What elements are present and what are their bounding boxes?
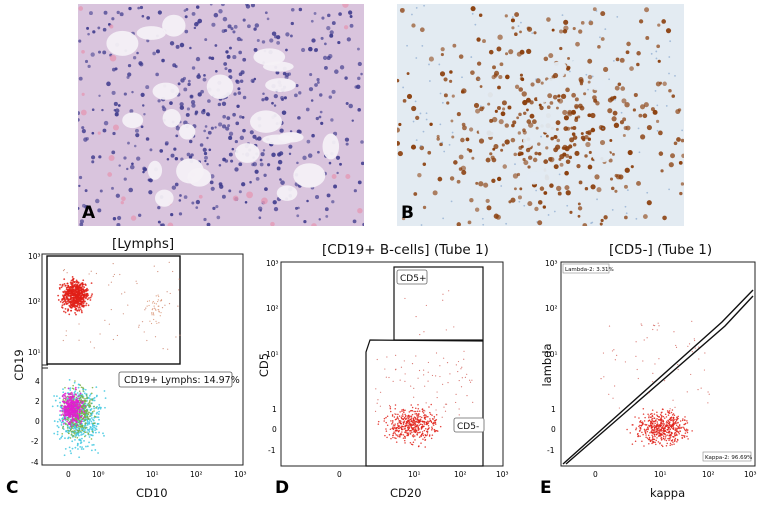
e-xtick-10: 10¹ [654, 470, 667, 479]
e-ytick-1000: 10³ [545, 259, 558, 268]
panel-c-axes [41, 253, 244, 466]
panel-c-title: [Lymphs] [112, 236, 175, 252]
d-xtick-1000: 10³ [496, 470, 509, 479]
panel-d-axes [280, 261, 504, 467]
panel-e-title: [CD5-] (Tube 1) [609, 242, 713, 258]
kappa-gate-label-box [702, 451, 752, 462]
c-ytick-10: 10¹ [28, 348, 41, 357]
d-ytick-100: 10² [266, 304, 279, 313]
d-ytick-0: 0 [272, 425, 277, 434]
he-stain-image [78, 4, 364, 226]
c-xtick-10: 10¹ [146, 470, 159, 479]
cd5-positive-gate [393, 266, 484, 341]
cd19-gate-label: CD19+ Lymphs: 14.97% [124, 375, 240, 386]
e-ytick-0: 0 [551, 425, 556, 434]
e-ytick-100: 10² [545, 304, 558, 313]
panel-c-xlabel: CD10 [136, 486, 168, 500]
panel-e-xlabel: kappa [650, 486, 686, 500]
panel-d-title: [CD19+ B-cells] (Tube 1) [322, 242, 489, 258]
panel-c-yticks-top: 10³ 10² 10¹ [28, 252, 41, 357]
d-ytick-1000: 10³ [266, 259, 279, 268]
c-ytick-4: 4 [35, 377, 40, 386]
lambda-gate-label-box [562, 263, 610, 274]
panel-letter-e: E [540, 478, 552, 498]
cd5-positive-label: CD5+ [400, 274, 426, 284]
panel-c-yticks-bottom: 4 2 0 -2 -4 [31, 377, 40, 467]
c-ytick-1000: 10³ [28, 252, 41, 261]
c-ytick-2: 2 [35, 397, 40, 406]
e-xtick-0: 0 [593, 470, 598, 479]
panel-c-ylabel: CD19 [12, 349, 26, 381]
c-xtick-1: 10⁰ [92, 470, 105, 479]
d-ytick-1: 1 [272, 405, 277, 414]
panel-c-xticks: 0 10⁰ 10¹ 10² 10³ [66, 470, 247, 479]
panel-c-events [51, 261, 181, 459]
d-xtick-0: 0 [337, 470, 342, 479]
panel-letter-a: A [82, 203, 96, 223]
panel-e-axes [560, 261, 756, 467]
e-xtick-100: 10² [702, 470, 715, 479]
c-xtick-0: 0 [66, 470, 71, 479]
panel-d-events [374, 290, 474, 448]
c-xtick-100: 10² [190, 470, 203, 479]
panel-e-ylabel: lambda [540, 343, 554, 387]
lambda-gate-label: Lambda-2: 3.31% [565, 267, 614, 273]
panel-letter-b: B [401, 203, 414, 223]
kappa-gate-line [565, 295, 754, 465]
d-xtick-10: 10¹ [408, 470, 421, 479]
panel-b-micrograph [397, 4, 684, 226]
cd5-positive-label-box [396, 269, 428, 285]
panel-d-xlabel: CD20 [390, 486, 422, 500]
panel-a-micrograph [78, 4, 364, 226]
c-xtick-1000: 10³ [234, 470, 247, 479]
d-xtick-100: 10² [454, 470, 467, 479]
kappa-gate-label: Kappa-2: 96.69% [705, 455, 752, 461]
panel-letter-c: C [6, 478, 19, 498]
cd5-negative-gate [365, 339, 484, 467]
e-ytick-neg1: -1 [547, 446, 555, 455]
cd19-gate-label-box [118, 371, 233, 388]
panel-d-ylabel: CD5 [257, 352, 271, 378]
cd19-gate [46, 255, 181, 365]
e-xtick-1000: 10³ [744, 470, 757, 479]
c-ytick-100: 10² [28, 297, 41, 306]
panel-d-xticks: 0 10¹ 10² 10³ [337, 470, 509, 479]
cd5-negative-label-box [453, 417, 485, 433]
e-ytick-1: 1 [551, 405, 556, 414]
c-ytick-neg2: -2 [31, 437, 39, 446]
cd5-negative-label: CD5- [457, 422, 479, 432]
panel-e-events [600, 320, 710, 448]
lambda-gate-line [562, 289, 754, 465]
d-ytick-neg1: -1 [268, 446, 276, 455]
c-ytick-neg4: -4 [31, 458, 39, 467]
panel-e-xticks: 0 10¹ 10² 10³ [593, 470, 757, 479]
c-ytick-0: 0 [35, 417, 40, 426]
ihc-stain-image [397, 4, 684, 226]
panel-letter-d: D [275, 478, 290, 498]
